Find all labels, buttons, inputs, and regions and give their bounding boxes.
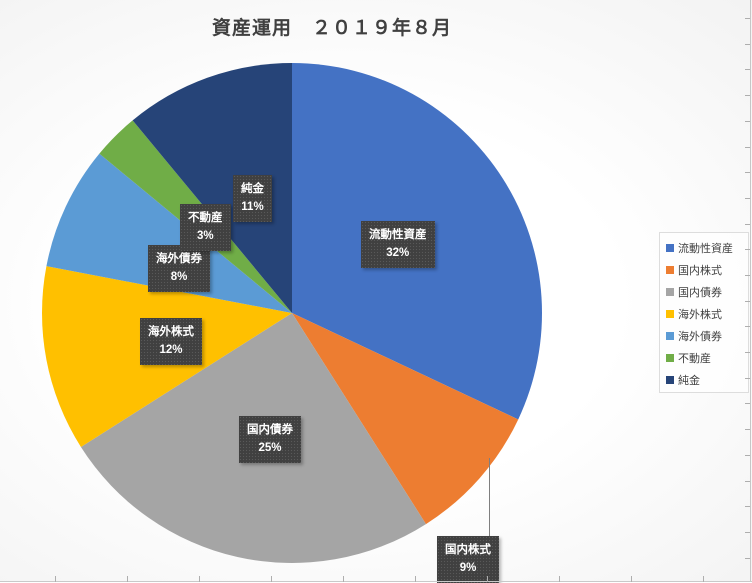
legend-swatch-foreign-bonds [666, 332, 674, 340]
grid-tick [559, 576, 560, 582]
legend-swatch-real-estate [666, 354, 674, 362]
data-label-category: 不動産 [188, 212, 223, 224]
legend-label: 不動産 [678, 353, 711, 365]
chart-legend[interactable]: 流動性資産 国内株式 国内債券 海外株式 海外債券 不動産 純金 [659, 232, 749, 393]
legend-label: 純金 [678, 375, 700, 387]
grid-tick [745, 301, 750, 302]
legend-item-domestic-bonds[interactable]: 国内債券 [666, 281, 748, 303]
chart-title[interactable]: 資産運用 ２０１９年８月 [211, 18, 452, 39]
grid-tick [745, 224, 750, 225]
legend-swatch-foreign-stocks [666, 310, 674, 318]
legend-swatch-liquid-assets [666, 244, 674, 252]
data-label-percent: 12% [159, 344, 183, 356]
legend-swatch-domestic-stocks [666, 266, 674, 274]
grid-tick [415, 576, 416, 582]
grid-tick [745, 18, 750, 19]
worksheet-grid-right-edge [750, 0, 751, 582]
grid-tick [199, 576, 200, 582]
legend-label: 国内債券 [678, 287, 722, 299]
pie-slice-foreign-bonds[interactable] [46, 153, 293, 313]
grid-tick [745, 481, 750, 482]
grid-tick [487, 576, 488, 582]
grid-tick [631, 576, 632, 582]
data-label-category: 国内債券 [247, 424, 293, 436]
grid-tick [745, 403, 750, 404]
data-label-foreign-stocks[interactable]: 海外株式 12% [140, 318, 202, 365]
data-label-percent: 9% [459, 562, 477, 574]
data-label-percent: 8% [170, 271, 188, 283]
data-label-category: 純金 [241, 183, 264, 195]
grid-tick [745, 275, 750, 276]
grid-tick [745, 378, 750, 379]
leader-line-domestic-stocks [489, 458, 490, 537]
grid-tick [745, 429, 750, 430]
grid-tick [745, 326, 750, 327]
legend-item-foreign-stocks[interactable]: 海外株式 [666, 303, 748, 325]
grid-tick [745, 44, 750, 45]
data-label-percent: 25% [258, 442, 282, 454]
data-label-category: 国内株式 [445, 544, 491, 556]
pie-slice-gold[interactable] [132, 63, 292, 313]
legend-label: 流動性資産 [678, 243, 733, 255]
data-label-category: 海外株式 [148, 326, 194, 338]
pie-slice-domestic-stocks[interactable] [292, 313, 519, 525]
data-label-domestic-stocks[interactable]: 国内株式 9% [437, 536, 499, 583]
grid-tick [745, 455, 750, 456]
grid-tick [745, 249, 750, 250]
data-label-percent: 11% [241, 201, 264, 213]
data-label-real-estate[interactable]: 不動産 3% [180, 204, 231, 251]
grid-tick [127, 576, 128, 582]
data-label-percent: 32% [386, 247, 410, 259]
grid-tick [745, 95, 750, 96]
legend-label: 海外株式 [678, 309, 722, 321]
grid-tick [745, 532, 750, 533]
data-label-percent: 3% [196, 230, 214, 242]
grid-tick [55, 576, 56, 582]
data-label-gold[interactable]: 純金 11% [233, 175, 272, 222]
legend-item-liquid-assets[interactable]: 流動性資産 [666, 237, 748, 259]
grid-tick [745, 69, 750, 70]
legend-swatch-gold [666, 376, 674, 384]
legend-label: 国内株式 [678, 265, 722, 277]
grid-tick [703, 576, 704, 582]
grid-tick [745, 352, 750, 353]
legend-item-gold[interactable]: 純金 [666, 369, 748, 391]
grid-tick [343, 576, 344, 582]
legend-item-real-estate[interactable]: 不動産 [666, 347, 748, 369]
grid-tick [745, 121, 750, 122]
grid-tick [271, 576, 272, 582]
legend-swatch-domestic-bonds [666, 288, 674, 296]
data-label-category: 海外債券 [156, 253, 202, 265]
data-label-domestic-bonds[interactable]: 国内債券 25% [239, 416, 301, 463]
legend-label: 海外債券 [678, 331, 722, 343]
legend-item-domestic-stocks[interactable]: 国内株式 [666, 259, 748, 281]
grid-tick [745, 172, 750, 173]
grid-tick [745, 558, 750, 559]
data-label-category: 流動性資産 [369, 229, 427, 241]
data-label-liquid-assets[interactable]: 流動性資産 32% [361, 221, 435, 268]
grid-tick [745, 198, 750, 199]
legend-item-foreign-bonds[interactable]: 海外債券 [666, 325, 748, 347]
grid-tick [745, 147, 750, 148]
grid-tick [745, 506, 750, 507]
data-label-foreign-bonds[interactable]: 海外債券 8% [148, 245, 210, 292]
